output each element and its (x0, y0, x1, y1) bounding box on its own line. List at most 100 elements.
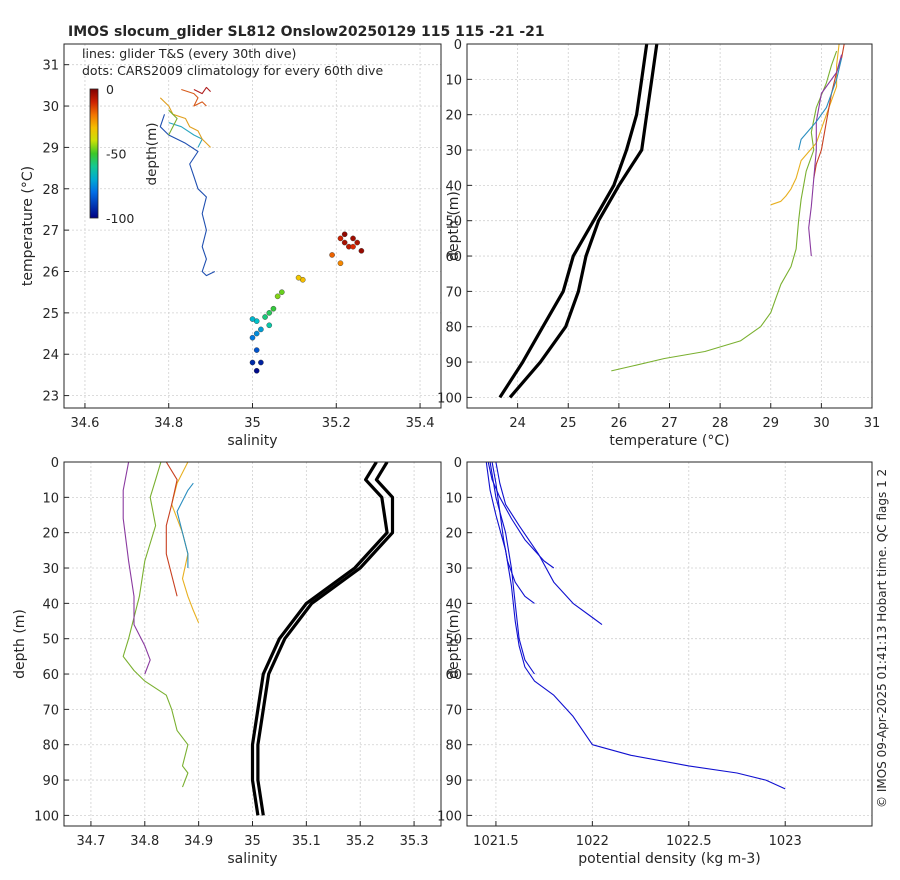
y-tick-label: 20 (42, 527, 59, 542)
series-line-profile-2 (491, 462, 535, 604)
chart-ts: 34.6 34.8 35 35.2 35.4 23 24 25 26 27 28 29 30 31 sali… (20, 43, 442, 449)
y-tick-label: 30 (42, 100, 59, 115)
x-tick-label: 34.8 (154, 416, 183, 431)
series-line-glider-green (611, 50, 838, 372)
x-axis-label: temperature (°C) (609, 433, 729, 449)
x-tick-label: 35.2 (322, 416, 351, 431)
plot-area (467, 462, 872, 826)
x-tick-label: 35.2 (346, 834, 375, 849)
y-tick-label: 50 (445, 633, 462, 648)
climatology-dot (249, 359, 256, 366)
y-tick-label: 80 (445, 739, 462, 754)
y-tick-label: 20 (445, 527, 462, 542)
y-tick-label: 60 (445, 668, 462, 683)
y-tick-label: 70 (445, 703, 462, 718)
y-tick-label: 90 (445, 774, 462, 789)
series-line-profile-4 (495, 462, 603, 626)
legend-text: lines: glider T&S (every 30th dive) (82, 46, 296, 61)
climatology-dot (337, 260, 344, 267)
x-tick-label: 34.7 (76, 834, 105, 849)
chart-temp: 24 25 26 27 28 29 30 31 0 10 20 30 40 50 60 70 80 90 100 te… (437, 38, 880, 449)
y-axis-label: depth (m) (12, 609, 28, 679)
y-tick-label: 40 (445, 179, 462, 194)
y-tick-label: 100 (34, 809, 59, 824)
x-tick-label: 29 (762, 416, 779, 431)
series-line-glider-2 (168, 122, 203, 148)
climatology-dot (249, 316, 256, 322)
x-tick-label: 26 (611, 416, 628, 431)
climatology-dot (262, 314, 268, 320)
x-axis-label: salinity (227, 851, 277, 867)
x-tick-label: 34.6 (70, 416, 99, 431)
y-tick-label: 100 (437, 391, 462, 406)
series-line-glider-red (165, 462, 178, 597)
x-tick-label: 35.4 (406, 416, 435, 431)
x-tick-label: 1022.5 (666, 834, 712, 849)
figure-title: IMOS slocum_glider SL812 Onslow20250129 … (68, 24, 545, 40)
colorbar-label: depth(m) (144, 123, 160, 186)
climatology-dot (329, 252, 335, 258)
y-tick-label: 60 (445, 250, 462, 265)
climatology-dot (337, 235, 344, 242)
x-axis-label: salinity (227, 433, 277, 449)
series-line-glider-1 (159, 114, 216, 277)
x-tick-label: 35 (244, 416, 261, 431)
climatology-dot (258, 326, 264, 333)
climatology-dot (274, 293, 281, 300)
data-layer (122, 462, 395, 816)
y-tick-label: 0 (51, 456, 59, 471)
y-axis-label: temperature (°C) (20, 166, 36, 286)
y-tick-label: 10 (42, 491, 59, 506)
y-tick-label: 30 (445, 562, 462, 577)
legend-text: dots: CARS2009 climatology for every 60t… (82, 63, 383, 78)
series-line-glider-3 (159, 97, 211, 148)
y-tick-label: 20 (445, 109, 462, 124)
climatology-line-cars-2 (256, 462, 395, 816)
axes-box (63, 43, 442, 409)
x-tick-label: 34.9 (184, 834, 213, 849)
colorbar (89, 88, 99, 219)
series-line-profile-3 (487, 462, 555, 569)
y-tick-label: 29 (42, 141, 59, 156)
y-tick-label: 26 (42, 266, 59, 281)
climatology-dot (279, 289, 285, 295)
y-axis-label: depth (m) (446, 191, 462, 261)
y-tick-label: 80 (42, 739, 59, 754)
climatology-line-cars-1 (498, 44, 649, 399)
y-tick-label: 24 (42, 348, 59, 363)
data-layer (498, 44, 845, 399)
x-tick-label: 27 (661, 416, 678, 431)
axes-box (466, 461, 873, 827)
climatology-dot (253, 367, 260, 374)
series-line-glider-purple (808, 54, 843, 257)
series-line-glider-4 (181, 88, 207, 107)
series-line-profile-1 (485, 462, 786, 790)
x-tick-label: 35.3 (400, 834, 429, 849)
climatology-dot (266, 310, 273, 316)
x-tick-label: 1022 (576, 834, 609, 849)
climatology-dot (270, 305, 277, 312)
climatology-dot (350, 235, 356, 242)
series-line-glider-purple (122, 462, 151, 675)
climatology-dot (266, 322, 273, 329)
y-tick-label: 50 (42, 633, 59, 648)
y-tick-label: 40 (42, 597, 59, 612)
series-line-profile-5 (489, 462, 535, 675)
climatology-line-cars-2 (508, 44, 659, 399)
qc-side-note: © IMOS 09-Apr-2025 01:41:13 Hobart time.… (875, 469, 889, 808)
x-tick-label: 35 (244, 834, 261, 849)
x-tick-label: 31 (864, 416, 881, 431)
axes-box (63, 461, 442, 827)
climatology-dot (295, 274, 302, 281)
climatology-line-cars-1 (250, 462, 389, 816)
chart-dens: 1021.5 1022 1022.5 1023 0 10 20 30 40 50 60 70 80 90 1… (437, 456, 873, 867)
series-line-glider-5 (193, 86, 211, 95)
x-axis-label: potential density (kg m-3) (578, 851, 760, 867)
y-tick-label: 30 (445, 144, 462, 159)
x-tick-label: 24 (509, 416, 526, 431)
panels: 34.6 34.8 35 35.2 35.4 23 24 25 26 27 28 29 30 31 sali… (12, 38, 880, 867)
y-tick-label: 70 (445, 285, 462, 300)
y-tick-label: 30 (42, 562, 59, 577)
y-tick-label: 50 (445, 215, 462, 230)
